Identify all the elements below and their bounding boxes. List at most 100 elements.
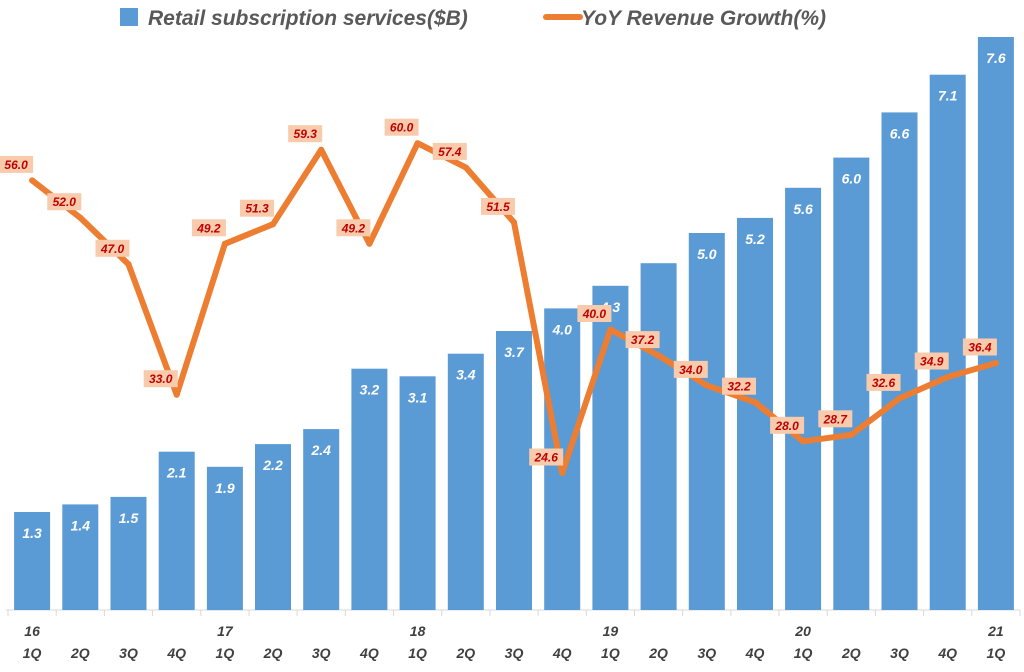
growth-point-0 bbox=[29, 177, 36, 184]
growth-point-12 bbox=[607, 326, 614, 333]
x-axis-ticks: 16 1Q 2Q 3Q 4Q 17 1Q 2Q 3Q 4Q 18 1Q 2Q 3Q 4Q 19 1Q 2Q 3Q 4Q… bbox=[7, 610, 1021, 661]
growth-point-8 bbox=[414, 140, 421, 147]
growth-label-box bbox=[529, 448, 564, 466]
growth-label-box bbox=[625, 331, 660, 349]
x-quarter-label: 3Q bbox=[505, 645, 524, 661]
growth-label-box bbox=[288, 125, 323, 143]
growth-point-16 bbox=[800, 438, 807, 445]
x-year-label: 21 bbox=[987, 623, 1004, 639]
growth-point-9 bbox=[462, 164, 469, 171]
bar-20 bbox=[977, 37, 1014, 610]
bar-value-label: 3.7 bbox=[504, 344, 525, 360]
x-quarter-label: 2Q bbox=[648, 645, 668, 661]
legend-line-label: YoY Revenue Growth(%) bbox=[581, 7, 826, 30]
growth-point-17 bbox=[848, 431, 855, 438]
growth-value-label: 59.3 bbox=[294, 127, 318, 141]
growth-value-label: 24.6 bbox=[534, 451, 559, 465]
growth-label-box bbox=[336, 219, 371, 237]
bar-value-label: 3.1 bbox=[408, 389, 428, 405]
bar-0 bbox=[14, 512, 51, 610]
x-quarter-label: 1Q bbox=[601, 645, 620, 661]
growth-value-label: 49.2 bbox=[341, 221, 366, 235]
growth-label-box bbox=[95, 239, 130, 257]
line-labels: 56.0 52.0 47.0 33.0 49.2 51.3 59.3 49.2 60.0 57.4… bbox=[0, 118, 997, 466]
bar-12 bbox=[592, 285, 629, 610]
bar-value-label: 2.2 bbox=[262, 457, 283, 473]
x-quarter-label: 2Q bbox=[70, 645, 90, 661]
bar-value-label: 5.6 bbox=[793, 201, 813, 217]
bar-1 bbox=[62, 504, 99, 610]
x-quarter-label: 3Q bbox=[119, 645, 138, 661]
bar-value-label: 5.0 bbox=[697, 246, 717, 262]
growth-value-label: 51.3 bbox=[245, 202, 269, 216]
growth-label-box bbox=[384, 118, 419, 136]
line-series bbox=[29, 140, 999, 476]
bar-2 bbox=[110, 496, 147, 610]
x-quarter-label: 2Q bbox=[455, 645, 475, 661]
growth-label-box bbox=[770, 416, 805, 434]
growth-value-label: 28.0 bbox=[774, 419, 799, 433]
x-quarter-label: 2Q bbox=[841, 645, 861, 661]
growth-label-box bbox=[818, 410, 853, 428]
growth-value-label: 51.5 bbox=[486, 200, 510, 214]
growth-label-box bbox=[143, 370, 178, 388]
x-quarter-label: 1Q bbox=[794, 645, 813, 661]
growth-label-box bbox=[914, 352, 949, 370]
growth-point-14 bbox=[703, 382, 710, 389]
bar-value-label: 7.1 bbox=[938, 88, 958, 104]
x-quarter-label: 3Q bbox=[697, 645, 716, 661]
legend: Retail subscription services($B) YoY Rev… bbox=[120, 7, 826, 30]
x-quarter-label: 4Q bbox=[745, 645, 765, 661]
growth-point-3 bbox=[173, 391, 180, 398]
growth-point-15 bbox=[752, 399, 758, 406]
growth-point-20 bbox=[992, 360, 999, 366]
legend-bar-swatch bbox=[120, 8, 138, 26]
growth-value-label: 60.0 bbox=[390, 121, 414, 135]
bar-6 bbox=[303, 429, 340, 610]
x-quarter-label: 1Q bbox=[408, 645, 427, 661]
bar-14 bbox=[688, 233, 725, 610]
growth-value-label: 57.4 bbox=[438, 145, 462, 159]
bar-value-label: 1.3 bbox=[22, 525, 42, 541]
growth-point-19 bbox=[944, 374, 951, 380]
growth-value-label: 32.2 bbox=[727, 380, 751, 394]
growth-point-6 bbox=[318, 146, 325, 153]
growth-point-2 bbox=[125, 261, 132, 268]
growth-label-box bbox=[673, 360, 708, 378]
bar-5 bbox=[255, 444, 291, 610]
growth-point-1 bbox=[77, 214, 84, 221]
growth-point-10 bbox=[511, 219, 517, 226]
growth-label-box bbox=[47, 193, 82, 211]
growth-point-4 bbox=[221, 240, 228, 247]
x-quarter-label: 3Q bbox=[312, 645, 331, 661]
bar-value-label: 1.9 bbox=[215, 480, 235, 496]
growth-value-label: 52.0 bbox=[53, 195, 77, 209]
growth-label-box bbox=[866, 373, 901, 391]
x-quarter-label: 2Q bbox=[263, 645, 283, 661]
x-quarter-label: 4Q bbox=[937, 645, 957, 661]
bar-value-label: 6.0 bbox=[842, 171, 862, 187]
growth-label-box bbox=[577, 305, 612, 322]
growth-point-18 bbox=[896, 395, 903, 402]
bar-value-label: 3.2 bbox=[360, 382, 380, 398]
x-quarter-label: 1Q bbox=[216, 645, 235, 661]
x-quarter-label: 4Q bbox=[166, 645, 186, 661]
growth-value-label: 28.7 bbox=[823, 412, 849, 426]
bar-value-label: 5.2 bbox=[745, 231, 765, 247]
x-year-label: 20 bbox=[794, 623, 811, 639]
growth-label-box bbox=[481, 197, 515, 215]
x-quarter-label: 3Q bbox=[890, 645, 909, 661]
bar-3 bbox=[158, 451, 195, 610]
bar-9 bbox=[447, 353, 484, 610]
growth-value-label: 36.4 bbox=[968, 341, 992, 355]
bar-18 bbox=[881, 112, 918, 611]
x-year-label: 18 bbox=[410, 623, 426, 639]
bar-value-label: 4.0 bbox=[551, 321, 572, 337]
bar-8 bbox=[399, 376, 436, 610]
growth-value-label: 56.0 bbox=[4, 158, 28, 172]
growth-value-label: 40.0 bbox=[582, 307, 607, 321]
growth-label-box bbox=[722, 377, 756, 395]
growth-value-label: 34.0 bbox=[679, 363, 703, 377]
bar-value-label: 2.1 bbox=[166, 465, 187, 481]
